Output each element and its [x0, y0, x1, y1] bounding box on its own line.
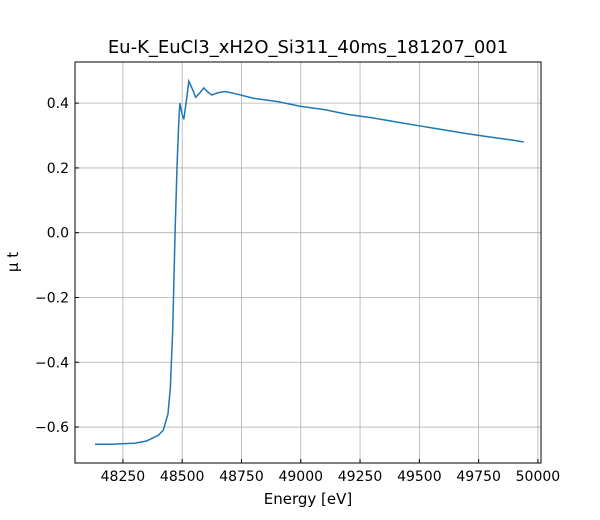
chart-title: Eu-K_EuCl3_xH2O_Si311_40ms_181207_001	[108, 37, 508, 58]
y-tick-label: −0.2	[35, 290, 69, 306]
y-tick-label: 0.2	[47, 161, 69, 177]
y-tick-label: 0.0	[47, 226, 69, 242]
x-axis-label: Energy [eV]	[264, 490, 352, 508]
y-tick-label: −0.4	[35, 355, 69, 371]
x-tick-label: 48250	[101, 469, 146, 485]
x-tick-label: 49000	[278, 469, 323, 485]
x-tick-label: 49750	[456, 469, 501, 485]
x-tick-label: 50000	[516, 469, 561, 485]
y-tick-label: −0.6	[35, 420, 69, 436]
x-tick-label: 48500	[160, 469, 205, 485]
x-tick-label: 49250	[338, 469, 383, 485]
x-tick-label: 49500	[397, 469, 442, 485]
plot-frame	[74, 61, 542, 464]
data-line	[94, 78, 524, 445]
y-tick-label: 0.4	[47, 96, 69, 112]
y-axis-label: μ t	[4, 252, 22, 272]
x-tick-label: 48750	[219, 469, 264, 485]
